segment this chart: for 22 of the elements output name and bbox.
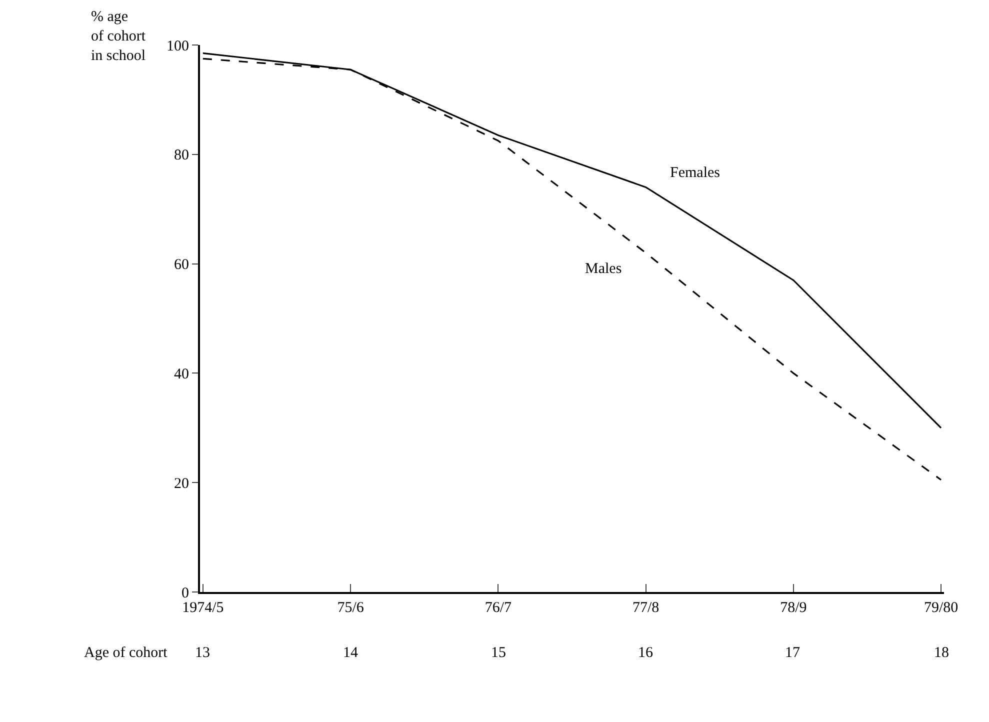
text: 17 xyxy=(785,645,800,661)
text: 16 xyxy=(638,645,654,661)
x-tick-label: 79/80 xyxy=(924,600,958,616)
text: 14 xyxy=(343,645,358,661)
x-tick-label: 76/7 xyxy=(484,600,512,616)
x-tick-label: 78/9 xyxy=(780,600,807,616)
series-label: Females xyxy=(670,165,720,181)
y-tick-label: 40 xyxy=(174,366,189,382)
y-tick-label: 80 xyxy=(174,148,189,164)
y-tick-label: 0 xyxy=(182,585,189,602)
text: 15 xyxy=(491,645,506,661)
y-axis-title: % age of cohort in school xyxy=(91,9,146,64)
x-tick-label: 1974/5 xyxy=(182,600,224,616)
y-tick-label: 100 xyxy=(166,38,189,54)
text: 18 xyxy=(934,645,949,661)
text: Age of cohort xyxy=(84,645,168,661)
y-tick-label: 60 xyxy=(174,257,189,274)
x-tick-label: 77/8 xyxy=(632,600,660,616)
text: 13 xyxy=(195,645,210,661)
x-tick-label: 75/6 xyxy=(337,600,364,616)
y-tick-label: 20 xyxy=(174,476,189,492)
series-label: Males xyxy=(585,261,622,277)
